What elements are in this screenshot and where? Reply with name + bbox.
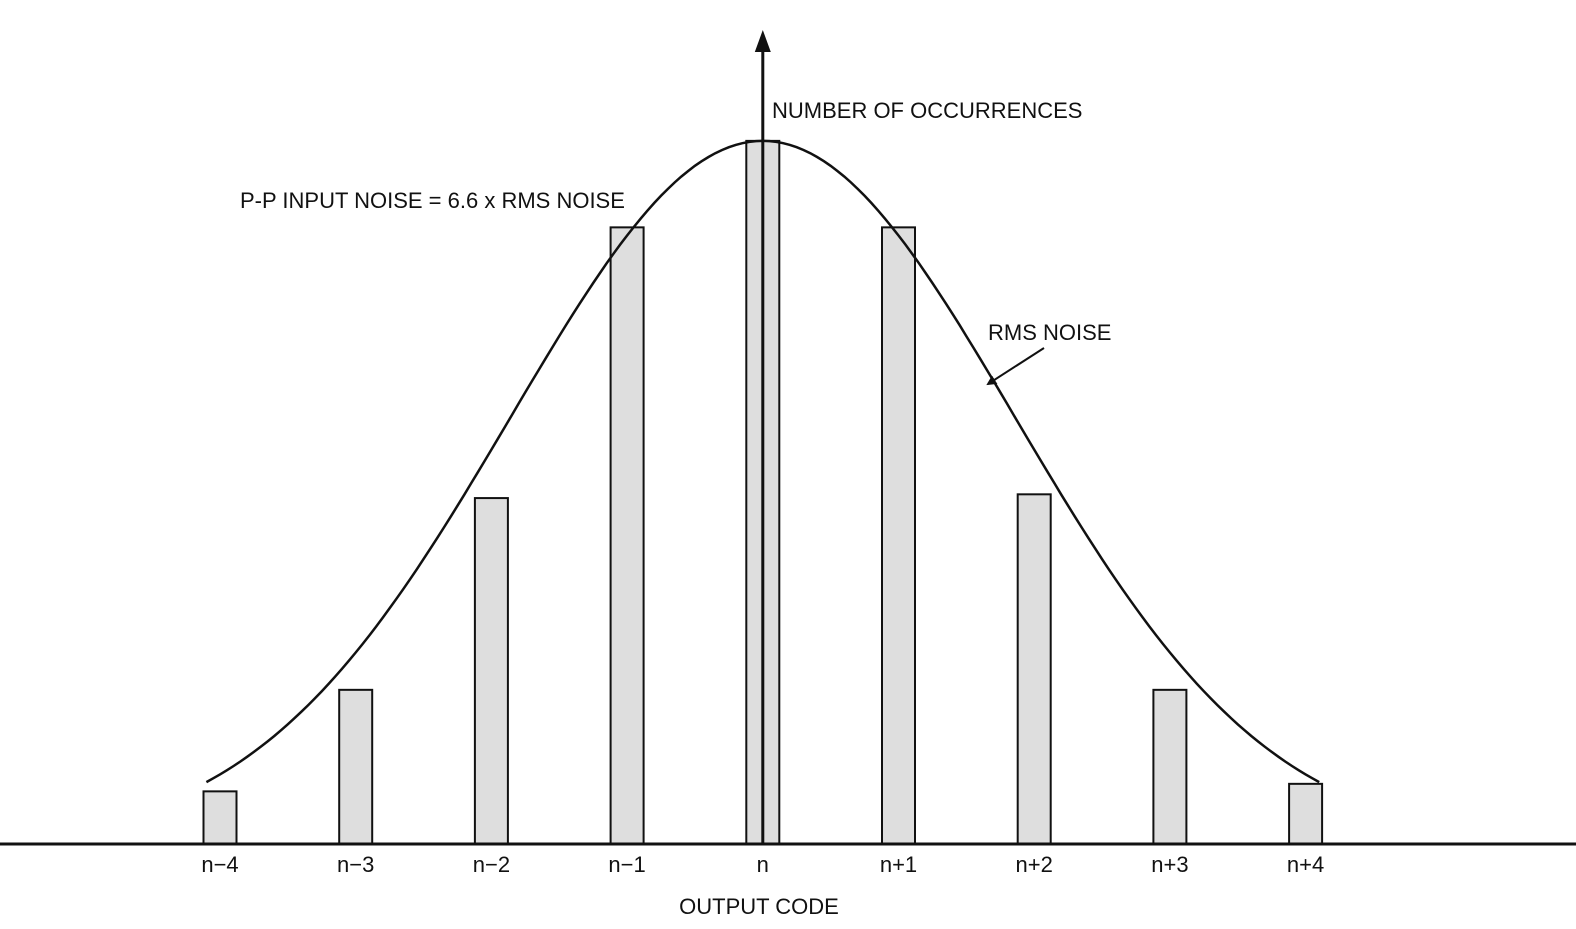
x-tick-label: n+4 bbox=[1287, 852, 1324, 877]
x-tick-label: n+2 bbox=[1016, 852, 1053, 877]
bar-8 bbox=[1152, 688, 1188, 846]
bar-2 bbox=[338, 688, 374, 846]
bars-group bbox=[202, 139, 1324, 846]
x-tick-label: n+1 bbox=[880, 852, 917, 877]
x-tick-label: n+3 bbox=[1151, 852, 1188, 877]
y-axis-label: NUMBER OF OCCURRENCES bbox=[772, 98, 1082, 123]
x-tick-label: n−4 bbox=[201, 852, 238, 877]
rms-noise-annotation: RMS NOISE bbox=[988, 320, 1111, 345]
x-tick-label: n bbox=[757, 852, 769, 877]
pp-noise-annotation: P-P INPUT NOISE = 6.6 x RMS NOISE bbox=[240, 188, 625, 213]
x-axis-label: OUTPUT CODE bbox=[679, 894, 839, 919]
bar-9 bbox=[1288, 782, 1324, 846]
x-tick-label: n−1 bbox=[608, 852, 645, 877]
x-tick-labels: n−4 n−3 n−2 n−1 n n+1 n+2 n+3 n+4 bbox=[201, 852, 1324, 877]
bar-6 bbox=[881, 226, 916, 846]
bar-3 bbox=[473, 497, 509, 845]
x-tick-label: n−3 bbox=[337, 852, 374, 877]
rms-noise-pointer-arrow bbox=[986, 347, 1045, 386]
y-axis-arrow-icon bbox=[754, 30, 771, 52]
x-tick-label: n−2 bbox=[473, 852, 510, 877]
bar-4 bbox=[609, 226, 645, 846]
bar-1 bbox=[202, 790, 238, 845]
bar-7 bbox=[1016, 493, 1052, 845]
